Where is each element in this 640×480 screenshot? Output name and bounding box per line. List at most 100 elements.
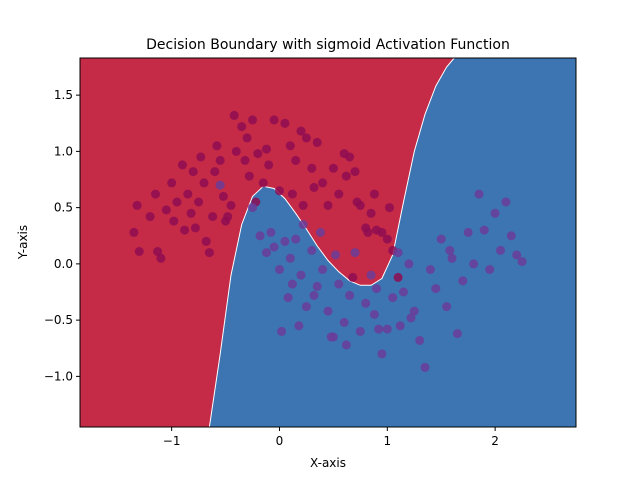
class-0-point — [132, 200, 142, 210]
class-0-point — [201, 236, 211, 246]
class-0-point — [242, 133, 252, 143]
class-0-point — [194, 197, 204, 207]
class-0-point — [291, 155, 301, 165]
class-1-point — [341, 340, 351, 350]
class-0-point — [226, 200, 236, 210]
class-1-point — [512, 250, 522, 260]
class-0-point — [363, 227, 373, 237]
class-1-point — [447, 253, 457, 263]
class-0-point — [177, 160, 187, 170]
x-tick-label: 0 — [276, 434, 284, 448]
class-0-point — [298, 200, 308, 210]
class-1-point — [269, 242, 279, 252]
class-0-point — [253, 149, 263, 159]
class-1-point — [262, 248, 271, 258]
x-tick-label: −1 — [163, 434, 181, 448]
class-1-point — [316, 227, 325, 237]
class-0-point — [190, 223, 200, 233]
scatter-points — [129, 110, 527, 372]
class-0-point — [167, 178, 177, 188]
class-0-point — [161, 205, 171, 215]
class-1-point — [301, 302, 311, 312]
class-0-point — [355, 200, 365, 210]
class-0-point — [229, 110, 239, 120]
class-1-point — [506, 231, 516, 241]
class-0-point — [186, 208, 196, 218]
class-0-point — [199, 178, 209, 188]
class-1-point — [285, 253, 295, 263]
y-tick-label: 0.0 — [54, 257, 73, 271]
class-0-point — [223, 212, 233, 222]
class-1-point — [442, 302, 452, 312]
y-tick-label: −1.0 — [44, 369, 73, 383]
class-1-point — [294, 321, 304, 331]
class-0-point — [208, 212, 218, 222]
class-0-point — [204, 248, 214, 258]
class-0-point — [301, 133, 311, 143]
class-0-point — [258, 178, 268, 188]
class-1-point — [445, 245, 455, 255]
class-1-point — [369, 310, 379, 319]
class-0-point — [296, 126, 306, 136]
class-1-point — [372, 284, 381, 294]
class-1-point — [312, 281, 322, 291]
class-1-point — [298, 220, 308, 229]
class-0-point — [385, 203, 394, 213]
class-0-point — [323, 200, 333, 210]
x-axis-ticks: −1 0 1 2 — [163, 427, 499, 448]
class-1-point — [479, 225, 489, 235]
x-axis-label: X-axis — [310, 456, 346, 470]
class-1-point — [323, 306, 333, 316]
class-0-point — [348, 272, 358, 282]
class-0-point — [215, 155, 225, 165]
class-1-point — [296, 270, 306, 280]
class-1-point — [393, 248, 403, 258]
plot-frame — [79, 57, 577, 428]
class-1-point — [287, 279, 297, 289]
class-1-point — [275, 265, 284, 274]
y-axis-label: Y-axis — [16, 225, 30, 260]
class-1-point — [366, 270, 376, 280]
class-1-point — [255, 231, 265, 241]
class-1-point — [355, 326, 365, 336]
y-axis-ticks: −1.0 −0.5 0.0 0.5 1.0 1.5 — [44, 88, 80, 383]
class-0-point — [134, 247, 144, 256]
y-tick-label: 0.5 — [54, 201, 73, 215]
class-0-point — [180, 225, 190, 235]
class-1-point — [452, 329, 462, 339]
class-0-point — [172, 197, 182, 207]
class-1-point — [458, 276, 468, 286]
y-tick-label: 1.0 — [54, 144, 73, 158]
class-0-point — [129, 227, 139, 237]
class-1-point — [382, 324, 392, 334]
class-0-point — [231, 146, 241, 156]
decision-boundary-line — [208, 58, 455, 427]
class-0-point — [210, 167, 220, 177]
class-1-point — [496, 245, 505, 255]
class-0-point — [218, 191, 228, 201]
class-0-point — [369, 189, 379, 199]
class-0-point — [145, 212, 155, 222]
class-1-point — [277, 326, 287, 336]
class-0-point — [318, 178, 328, 188]
class-1-point — [395, 321, 405, 331]
class-0-point — [366, 208, 376, 218]
class-0-point — [345, 152, 355, 162]
class-1-point — [334, 279, 344, 289]
class-1-point — [377, 349, 387, 359]
class-1-point — [309, 290, 319, 300]
class-1-point — [331, 250, 340, 260]
class-0-point — [350, 167, 360, 177]
class-0-point — [341, 171, 351, 181]
class-0-point — [309, 182, 319, 192]
class-1-point — [501, 197, 511, 207]
class-1-point — [431, 284, 441, 294]
class-1-point — [436, 234, 446, 244]
class-1-point — [291, 234, 301, 244]
class-0-point — [244, 171, 254, 181]
class-0-point — [262, 144, 271, 154]
class-0-point — [285, 141, 295, 151]
class-0-point — [183, 189, 193, 199]
class-1-point — [326, 332, 336, 342]
